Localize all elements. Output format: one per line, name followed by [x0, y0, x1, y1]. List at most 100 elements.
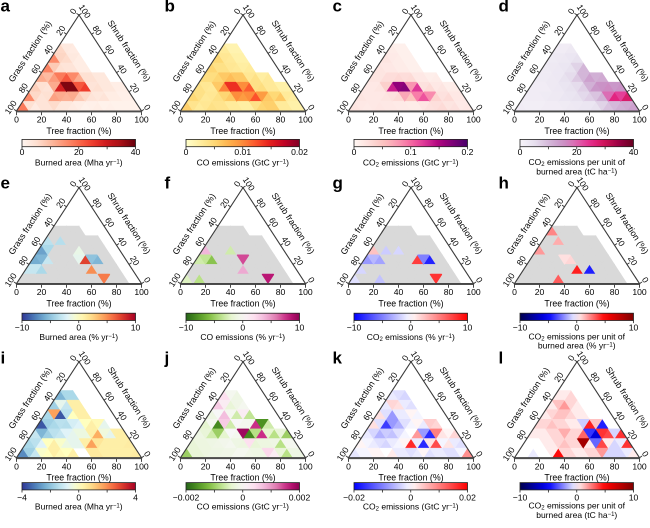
svg-text:0.02: 0.02 — [291, 147, 308, 157]
svg-text:60: 60 — [419, 115, 429, 125]
svg-text:40: 40 — [560, 287, 570, 297]
svg-text:60: 60 — [87, 115, 97, 125]
svg-text:0: 0 — [232, 6, 243, 16]
svg-text:10: 10 — [131, 323, 141, 333]
svg-text:Tree fraction (%): Tree fraction (%) — [544, 473, 609, 483]
svg-text:100: 100 — [632, 115, 647, 125]
svg-text:Tree fraction (%): Tree fraction (%) — [378, 298, 443, 308]
svg-text:b: b — [165, 0, 175, 16]
svg-text:40: 40 — [131, 147, 141, 157]
svg-text:60: 60 — [87, 461, 97, 471]
svg-text:0: 0 — [400, 353, 411, 363]
svg-text:80: 80 — [610, 287, 620, 297]
svg-text:burned area (tC ha−1): burned area (tC ha−1) — [536, 510, 617, 520]
svg-text:Tree fraction (%): Tree fraction (%) — [378, 126, 443, 136]
svg-text:0: 0 — [400, 179, 411, 189]
svg-text:0: 0 — [14, 115, 19, 125]
svg-text:0: 0 — [512, 461, 517, 471]
svg-text:Tree fraction (%): Tree fraction (%) — [46, 473, 111, 483]
svg-text:40: 40 — [226, 115, 236, 125]
svg-text:0: 0 — [566, 179, 577, 189]
svg-text:l: l — [499, 349, 504, 368]
svg-text:0: 0 — [68, 179, 79, 189]
svg-text:−10: −10 — [347, 323, 362, 333]
svg-text:CO emissions (GtC yr−1): CO emissions (GtC yr−1) — [197, 501, 290, 511]
svg-text:burned area (tC ha−1): burned area (tC ha−1) — [536, 166, 617, 176]
svg-text:40: 40 — [560, 115, 570, 125]
svg-text:−10: −10 — [513, 492, 528, 502]
svg-text:40: 40 — [62, 287, 72, 297]
svg-text:i: i — [1, 349, 6, 368]
svg-text:0: 0 — [566, 6, 577, 16]
svg-text:0: 0 — [400, 6, 411, 16]
svg-text:g: g — [333, 174, 343, 193]
svg-text:80: 80 — [610, 461, 620, 471]
svg-text:40: 40 — [394, 287, 404, 297]
svg-text:100: 100 — [466, 287, 481, 297]
svg-text:0: 0 — [20, 147, 25, 157]
svg-text:j: j — [164, 349, 170, 368]
svg-text:0: 0 — [574, 323, 579, 333]
svg-text:20: 20 — [535, 461, 545, 471]
svg-text:20: 20 — [201, 461, 211, 471]
svg-text:0: 0 — [142, 102, 153, 112]
svg-text:0: 0 — [178, 461, 183, 471]
svg-text:0: 0 — [474, 449, 485, 459]
svg-text:0: 0 — [178, 287, 183, 297]
svg-text:0: 0 — [346, 287, 351, 297]
svg-text:0: 0 — [240, 492, 245, 502]
svg-text:40: 40 — [226, 287, 236, 297]
svg-text:100: 100 — [632, 287, 647, 297]
svg-text:80: 80 — [112, 115, 122, 125]
svg-text:0: 0 — [232, 353, 243, 363]
svg-text:60: 60 — [251, 461, 261, 471]
svg-text:a: a — [1, 0, 11, 16]
svg-text:100: 100 — [134, 461, 149, 471]
svg-text:−4: −4 — [17, 492, 27, 502]
svg-text:10: 10 — [629, 323, 639, 333]
svg-text:60: 60 — [419, 287, 429, 297]
svg-text:d: d — [499, 0, 509, 16]
svg-text:CO emissions (GtC yr−1): CO emissions (GtC yr−1) — [197, 158, 290, 168]
svg-text:40: 40 — [629, 147, 639, 157]
svg-text:0: 0 — [640, 449, 650, 459]
svg-text:0: 0 — [518, 147, 523, 157]
svg-text:0: 0 — [14, 287, 19, 297]
svg-text:0: 0 — [14, 461, 19, 471]
svg-text:0: 0 — [76, 323, 81, 333]
svg-text:0: 0 — [346, 115, 351, 125]
svg-text:100: 100 — [632, 461, 647, 471]
svg-text:4: 4 — [133, 492, 138, 502]
svg-text:−10: −10 — [179, 323, 194, 333]
svg-text:80: 80 — [444, 115, 454, 125]
svg-text:Burned area (Mha yr−1): Burned area (Mha yr−1) — [35, 501, 123, 511]
svg-text:20: 20 — [369, 461, 379, 471]
svg-text:80: 80 — [276, 115, 286, 125]
svg-text:Burned area (% yr−1): Burned area (% yr−1) — [39, 332, 118, 342]
svg-text:0: 0 — [68, 353, 79, 363]
svg-text:20: 20 — [74, 147, 84, 157]
svg-text:40: 40 — [394, 115, 404, 125]
svg-text:Tree fraction (%): Tree fraction (%) — [46, 126, 111, 136]
svg-text:e: e — [1, 174, 10, 193]
svg-text:80: 80 — [444, 287, 454, 297]
svg-text:Tree fraction (%): Tree fraction (%) — [210, 298, 275, 308]
svg-text:40: 40 — [560, 461, 570, 471]
svg-text:80: 80 — [112, 461, 122, 471]
svg-text:0: 0 — [306, 102, 317, 112]
svg-text:CO2 emissions (GtC yr−1): CO2 emissions (GtC yr−1) — [363, 158, 459, 169]
svg-text:0: 0 — [240, 323, 245, 333]
svg-text:Tree fraction (%): Tree fraction (%) — [378, 473, 443, 483]
svg-text:10: 10 — [295, 323, 305, 333]
svg-text:0: 0 — [184, 147, 189, 157]
svg-text:0.01: 0.01 — [234, 147, 251, 157]
svg-text:0: 0 — [352, 147, 357, 157]
svg-text:0.1: 0.1 — [405, 147, 417, 157]
svg-text:80: 80 — [276, 287, 286, 297]
svg-text:100: 100 — [134, 115, 149, 125]
svg-text:0: 0 — [640, 275, 650, 285]
svg-text:0: 0 — [142, 275, 153, 285]
svg-text:CO2 emissions (GtC yr−1): CO2 emissions (GtC yr−1) — [363, 501, 459, 512]
svg-text:40: 40 — [226, 461, 236, 471]
svg-text:0: 0 — [408, 323, 413, 333]
